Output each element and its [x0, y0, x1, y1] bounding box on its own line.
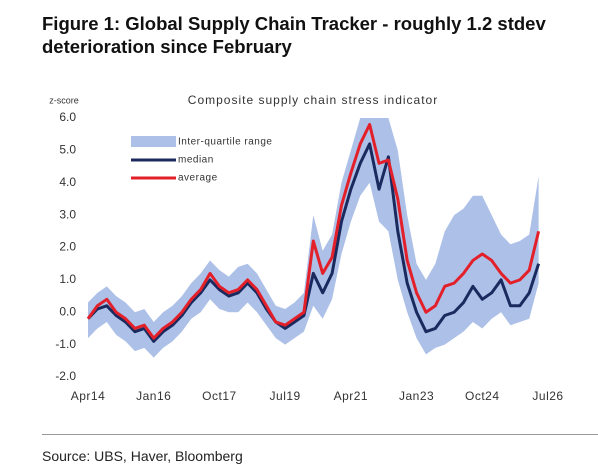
iqr-band	[88, 118, 539, 358]
y-tick-label: 4.0	[59, 175, 76, 189]
x-tick-label: Apr21	[334, 389, 369, 403]
series-line	[86, 122, 541, 340]
y-tick-label: 3.0	[59, 207, 76, 221]
chart: Composite supply chain stress indicator …	[49, 93, 563, 403]
y-tick-label: 2.0	[59, 240, 76, 254]
x-tick-label: Jul26	[532, 389, 563, 403]
x-tick-label: Jan23	[399, 389, 434, 403]
figure-title: Figure 1: Global Supply Chain Tracker - …	[42, 13, 546, 34]
y-tick-label: 5.0	[59, 143, 76, 157]
figure-title: deterioration since February	[42, 36, 292, 57]
legend-label: median	[178, 155, 214, 166]
y-tick-label: -1.0	[55, 337, 76, 351]
legend-label: Inter-quartile range	[178, 137, 273, 148]
y-tick-label: 1.0	[59, 272, 76, 286]
x-tick-label: Apr14	[71, 389, 106, 403]
y-tick-label: 0.0	[59, 304, 76, 318]
divider	[42, 434, 598, 435]
x-tick-label: Jul19	[270, 389, 301, 403]
legend-swatch	[131, 136, 176, 147]
series-line	[86, 142, 541, 343]
chart-title: Composite supply chain stress indicator	[188, 93, 438, 107]
y-tick-label: 6.0	[59, 110, 76, 124]
x-tick-label: Jan16	[136, 389, 171, 403]
x-tick-label: Oct24	[465, 389, 500, 403]
y-tick-label: -2.0	[55, 369, 76, 383]
source: Source: UBS, Haver, Bloomberg	[42, 448, 243, 464]
y-axis-label: z-score	[49, 95, 79, 105]
x-tick-label: Oct17	[202, 389, 237, 403]
legend-label: average	[178, 173, 218, 184]
